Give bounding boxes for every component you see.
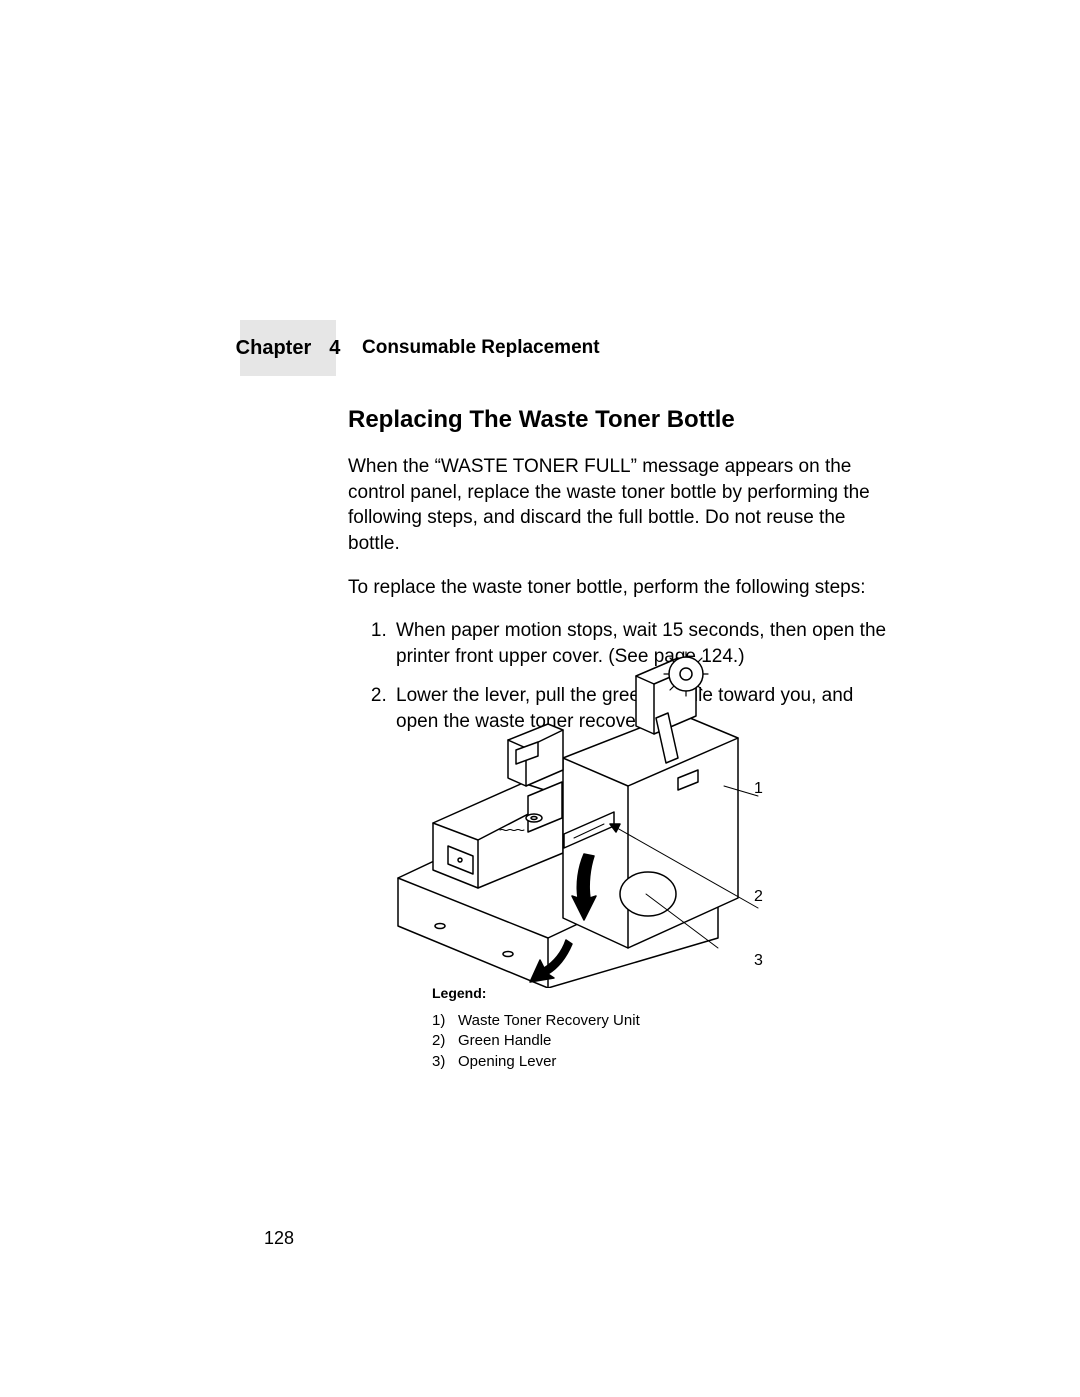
figure-callouts: 1 2 3 <box>754 780 763 1060</box>
legend-item-1: 1) Waste Toner Recovery Unit <box>432 1011 640 1031</box>
chapter-number: 4 <box>329 337 340 360</box>
legend-num-3: 3) <box>432 1052 458 1072</box>
legend-block: Legend: 1) Waste Toner Recovery Unit 2) … <box>432 985 640 1072</box>
callout-2: 2 <box>754 888 763 906</box>
legend-item-2: 2) Green Handle <box>432 1031 640 1051</box>
legend-title: Legend: <box>432 985 640 1001</box>
waste-toner-diagram <box>378 648 918 988</box>
section-label: Consumable Replacement <box>362 337 600 359</box>
legend-item-3: 3) Opening Lever <box>432 1052 640 1072</box>
intro-paragraph: When the “WASTE TONER FULL” message appe… <box>348 454 898 557</box>
page-number: 128 <box>264 1228 294 1249</box>
section-title: Replacing The Waste Toner Bottle <box>348 406 898 434</box>
chapter-header: Chapter 4 Consumable Replacement <box>240 320 600 376</box>
callout-3: 3 <box>754 952 763 970</box>
chapter-label: Chapter <box>236 337 312 360</box>
legend-items: 1) Waste Toner Recovery Unit 2) Green Ha… <box>432 1011 640 1072</box>
chapter-box: Chapter 4 <box>240 320 336 376</box>
legend-text-1: Waste Toner Recovery Unit <box>458 1011 640 1031</box>
legend-text-3: Opening Lever <box>458 1052 556 1072</box>
legend-num-2: 2) <box>432 1031 458 1051</box>
legend-num-1: 1) <box>432 1011 458 1031</box>
callout-1: 1 <box>754 780 763 798</box>
lead-in-paragraph: To replace the waste toner bottle, perfo… <box>348 575 898 601</box>
legend-text-2: Green Handle <box>458 1031 551 1051</box>
document-page: Chapter 4 Consumable Replacement Replaci… <box>0 0 1080 1397</box>
